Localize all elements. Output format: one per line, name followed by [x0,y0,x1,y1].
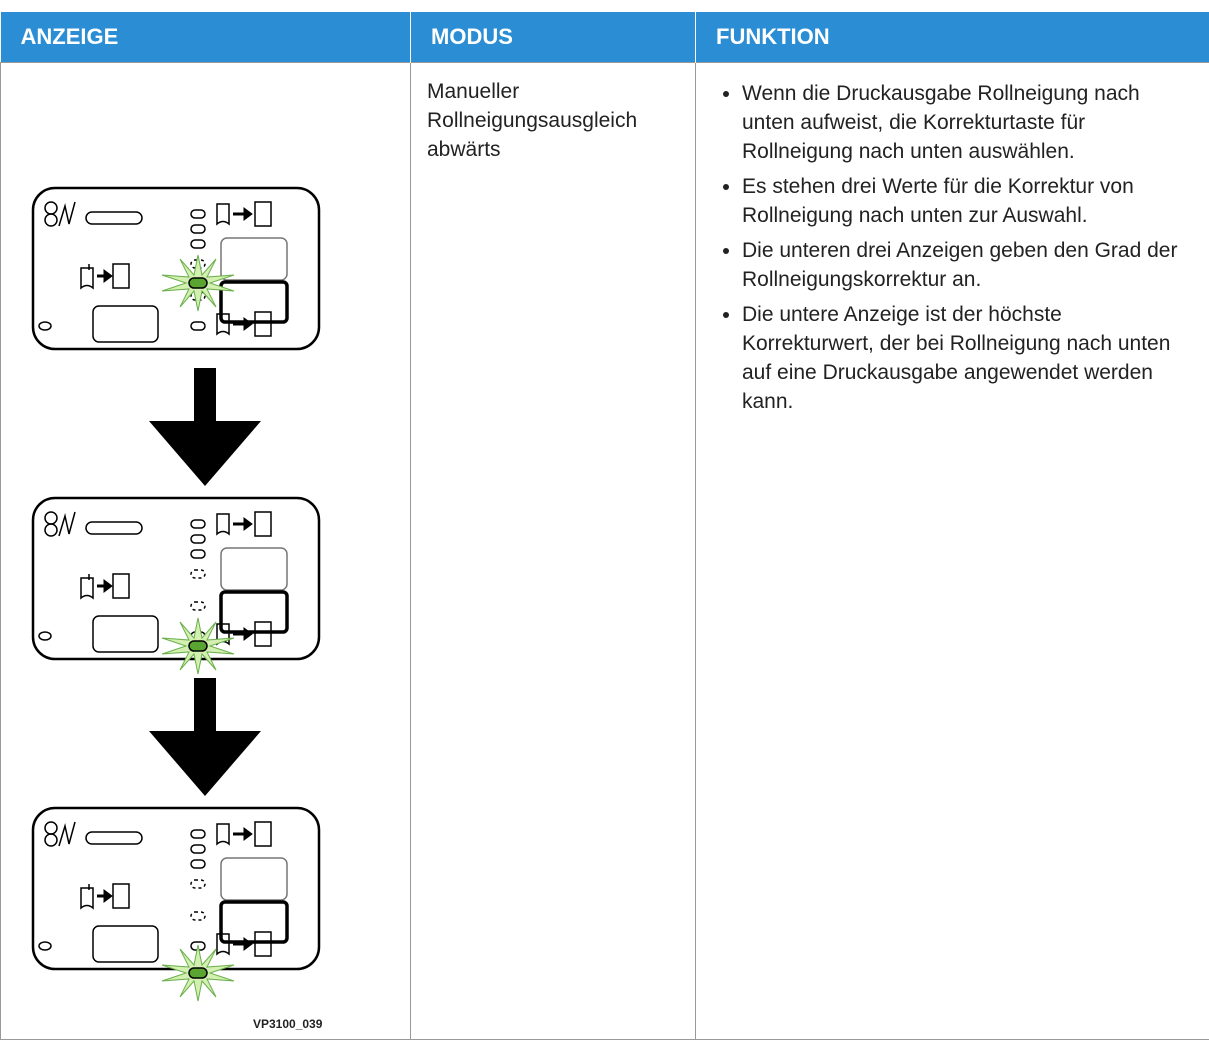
header-row: ANZEIGE MODUS FUNKTION [1,12,1209,63]
function-item: Wenn die Druckausgabe Rollneigung nach u… [742,79,1195,166]
mode-cell: Manueller Rollneigungsausgleich abwärts [411,63,696,1040]
panel-step-3 [33,808,319,1001]
page: ANZEIGE MODUS FUNKTION [0,12,1209,1044]
function-item: Es stehen drei Werte für die Korrektur v… [742,172,1195,230]
figure-cell: VP3100_039 [1,63,411,1040]
header-cell: MODUS [411,12,696,63]
function-cell: Wenn die Druckausgabe Rollneigung nach u… [696,63,1209,1040]
panel-figure: VP3100_039 [1,63,409,1031]
figure-caption: VP3100_039 [253,1017,323,1031]
panel-step-2 [33,498,319,674]
body-row: VP3100_039 Manueller Rollneigungsausglei… [1,63,1209,1040]
header-cell: FUNKTION [696,12,1209,63]
header-cell: ANZEIGE [1,12,411,63]
down-arrow [149,678,261,796]
mode-text: Manueller Rollneigungsausgleich abwärts [411,63,695,164]
down-arrow [149,368,261,486]
function-item: Die unteren drei Anzeigen geben den Grad… [742,236,1195,294]
function-item: Die untere Anzeige ist der höchste Korre… [742,300,1195,416]
panel-step-1 [33,188,319,349]
function-list: Wenn die Druckausgabe Rollneigung nach u… [704,79,1195,416]
info-table: ANZEIGE MODUS FUNKTION [0,12,1209,1040]
